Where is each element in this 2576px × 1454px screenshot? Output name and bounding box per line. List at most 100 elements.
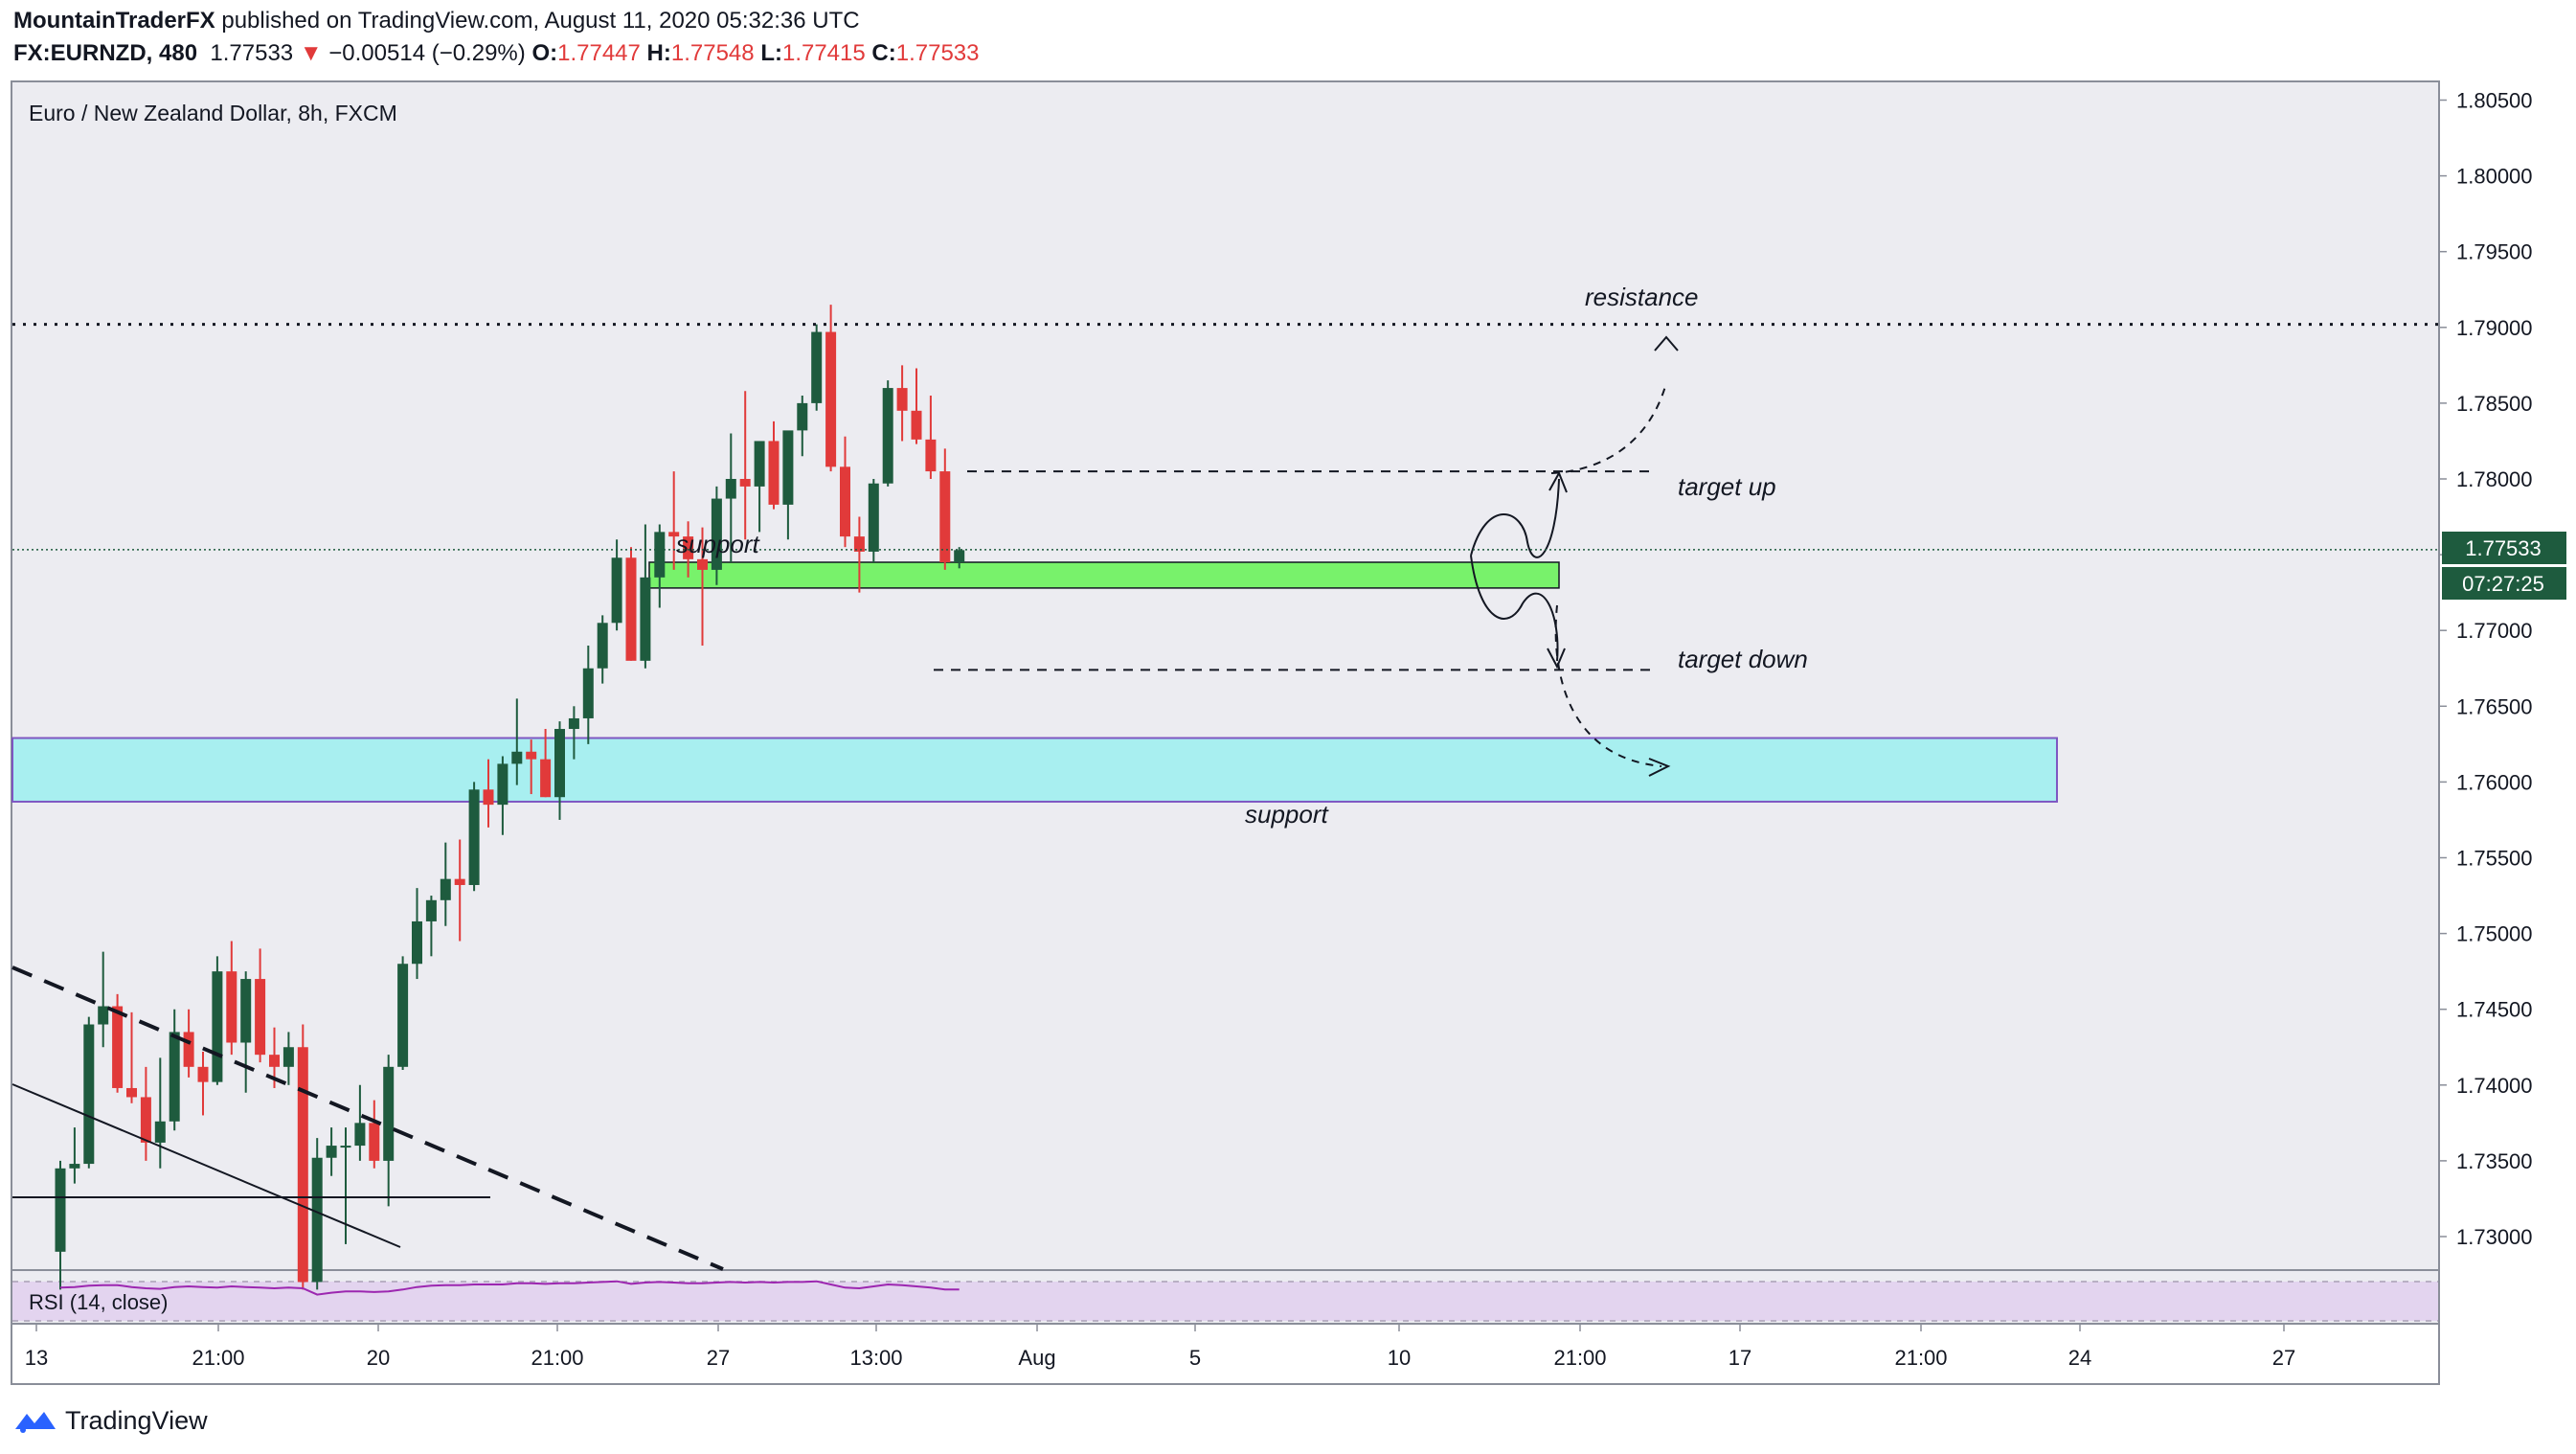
candle [354, 1084, 366, 1161]
candle-body [340, 1146, 351, 1148]
y-tick-label: 1.79000 [2456, 316, 2533, 340]
time-axis[interactable]: 13 21:00 20 21:00 27 13:00 Aug 5 10 21:00 17 21:00 2… [25, 1324, 2295, 1370]
candle [240, 971, 252, 1093]
price-axis[interactable]: 1.80500 1.80000 1.79500 1.79000 1.78500 1.780… [2439, 89, 2533, 1250]
candle-body [954, 550, 965, 563]
close-value: 1.77533 [895, 40, 980, 66]
candle-body [840, 466, 850, 537]
candle [697, 527, 708, 647]
candle [668, 471, 680, 570]
candle-body [483, 789, 494, 806]
candle-body [83, 1024, 95, 1165]
candle-body [882, 388, 893, 484]
candle-body [383, 1066, 395, 1161]
arrowhead-icon [1548, 470, 1568, 493]
dashed-arrow-up[interactable] [1550, 382, 1667, 474]
candle-body [797, 402, 808, 431]
candle [654, 524, 666, 608]
candle [483, 759, 494, 828]
candle [397, 956, 409, 1070]
candle [640, 524, 651, 669]
candle-body [568, 717, 579, 730]
plot-background [12, 82, 2438, 1270]
path-up[interactable] [1470, 478, 1560, 558]
candle-body [739, 479, 751, 487]
candle [126, 1011, 137, 1103]
candle-body [939, 471, 951, 563]
candle [925, 395, 937, 479]
author-name[interactable]: MountainTraderFX [13, 8, 215, 34]
tradingview-logo-icon [15, 1412, 56, 1433]
high-value: 1.77548 [670, 40, 755, 66]
y-tick-label: 1.79500 [2456, 240, 2533, 264]
candle-body [354, 1123, 366, 1147]
x-tick-label: Aug [1018, 1346, 1055, 1370]
candle-body [311, 1157, 323, 1283]
candle [55, 1160, 66, 1290]
candle-body [868, 483, 879, 552]
candle-body [597, 623, 608, 669]
candle [625, 547, 637, 661]
candle [369, 1100, 380, 1169]
price-change: −0.00514 (−0.29%) [328, 40, 526, 66]
candle [939, 448, 951, 570]
candle-body [497, 763, 508, 806]
tradingview-logo[interactable]: TradingView [13, 1401, 208, 1440]
last-price: 1.77533 [210, 40, 294, 66]
candle-body [240, 979, 252, 1043]
high-label: H: [646, 40, 671, 66]
rsi-label: RSI (14, close) [29, 1290, 169, 1314]
publisher-line: MountainTraderFX published on TradingVie… [13, 8, 860, 34]
support-zone-lower[interactable] [11, 737, 2058, 803]
candle [383, 1055, 395, 1207]
x-tick-label: 21:00 [531, 1346, 583, 1370]
arrowhead-icon [1648, 758, 1671, 777]
x-tick-label: 21:00 [1894, 1346, 1947, 1370]
candle-body [468, 789, 480, 885]
candle-body [425, 899, 437, 921]
y-tick-label: 1.75000 [2456, 922, 2533, 946]
candle-body [853, 536, 865, 552]
candle-body [625, 557, 637, 661]
x-tick-label: 13 [25, 1346, 48, 1370]
candle [868, 479, 879, 563]
candle-body [397, 964, 409, 1067]
close-label: C: [871, 40, 896, 66]
trendline[interactable] [11, 1083, 401, 1248]
y-tick-label: 1.74500 [2456, 998, 2533, 1022]
y-tick-label: 1.80500 [2456, 89, 2533, 113]
x-tick-label: 21:00 [192, 1346, 244, 1370]
candle [212, 956, 223, 1085]
candle [454, 839, 465, 942]
rsi-line [59, 1280, 960, 1296]
arrowhead-icon [1547, 647, 1566, 670]
candle [911, 368, 922, 444]
candle [896, 365, 908, 442]
published-text: published on TradingView.com, August 11,… [221, 8, 860, 34]
x-tick-label: 17 [1729, 1346, 1751, 1370]
path-down[interactable] [1470, 555, 1559, 662]
chart-title: Euro / New Zealand Dollar, 8h, FXCM [29, 101, 397, 125]
price-badge: 1.77533 [2442, 532, 2566, 564]
candle-body [925, 439, 937, 472]
candle [568, 706, 579, 760]
countdown-badge: 07:27:25 [2442, 567, 2566, 600]
support-zone-upper[interactable] [648, 561, 1560, 589]
candle [440, 842, 451, 926]
candle [797, 395, 808, 457]
dashed-trendline[interactable] [11, 966, 724, 1271]
candle-body [782, 430, 794, 505]
candle [853, 516, 865, 593]
candle-body [98, 1006, 109, 1025]
candle-body [197, 1066, 209, 1082]
candle [297, 1024, 308, 1290]
candle-body [697, 558, 708, 570]
symbol: FX:EURNZD, 480 [13, 40, 198, 66]
y-tick-label: 1.76000 [2456, 770, 2533, 794]
candle [725, 433, 736, 563]
candle-body [582, 668, 594, 718]
rsi-layer [59, 1280, 960, 1296]
candle-body [55, 1168, 66, 1252]
y-tick-label: 1.78500 [2456, 392, 2533, 416]
